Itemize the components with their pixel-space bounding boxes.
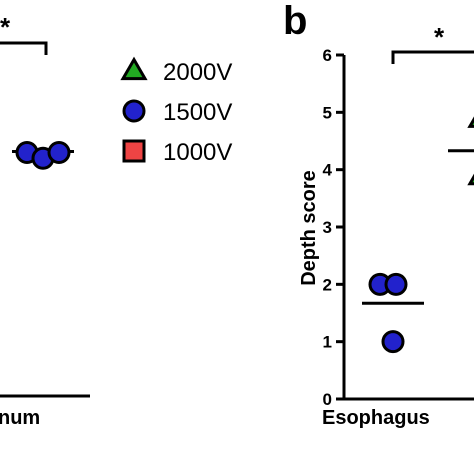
y-tick-label: 6 <box>323 46 332 65</box>
panel-label-b: b <box>283 0 307 43</box>
right-significance-bracket <box>391 50 474 64</box>
legend-marker-1500v <box>122 99 146 123</box>
data-point-2000v <box>467 173 474 186</box>
data-point-1500v <box>381 330 405 354</box>
legend-label-2000v: 2000V <box>163 59 232 86</box>
legend-marker-1000v <box>122 139 146 163</box>
data-point-1500v <box>384 272 408 296</box>
y-axis-title: Depth score <box>298 170 320 286</box>
y-tick-label: 4 <box>323 161 333 180</box>
right-panel: b Depth score 0 1 2 3 4 5 6 Esophagus * <box>283 0 474 429</box>
left-data-point-1500v <box>47 140 71 164</box>
legend-label-1500v: 1500V <box>163 99 232 126</box>
legend-marker-2000v <box>120 56 148 81</box>
data-point-2000v <box>467 116 474 128</box>
legend: 2000V 1500V 1000V <box>120 56 232 166</box>
left-panel: * num <box>0 12 90 429</box>
left-category-label: num <box>0 407 40 429</box>
y-tick-label: 2 <box>323 275 332 294</box>
y-tick-label: 1 <box>323 333 332 352</box>
legend-label-1000v: 1000V <box>163 139 232 166</box>
y-tick-label: 3 <box>323 218 332 237</box>
right-significance-star: * <box>434 22 445 52</box>
y-tick-label: 0 <box>323 390 332 409</box>
category-label-esophagus: Esophagus <box>322 407 430 429</box>
left-significance-bracket <box>0 41 48 55</box>
y-tick-label: 5 <box>323 103 332 122</box>
left-significance-star: * <box>0 12 11 42</box>
